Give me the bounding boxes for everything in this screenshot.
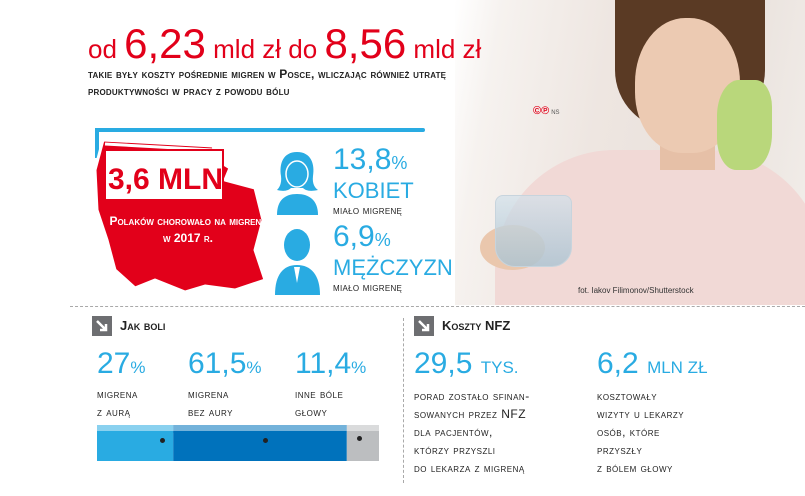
sick-text: Polaków chorowało na migrenę w 2017 r. [109, 214, 267, 245]
bar-segment-top-1 [97, 425, 174, 433]
stat-porady: 29,5 TYS. porad zostało sfinan- sowanych… [414, 347, 530, 477]
share-bar [97, 425, 379, 461]
bar-pointer-2 [263, 438, 268, 443]
photo-credit: fot. Iakov Filimonov/Shutterstock [578, 286, 694, 295]
bar-segment-3 [346, 431, 379, 461]
arrow-down-right-icon [92, 316, 112, 336]
copyright-mark: ©℗ NS [533, 105, 560, 117]
stat-line-2: z aurą [97, 405, 131, 419]
stat-line: z bólem głowy [597, 461, 673, 475]
headline: od 6,23 mld zł do 8,56 mld zł [88, 20, 481, 68]
sick-value: 3,6 MLN [108, 163, 224, 196]
stat-line: wizyty u lekarzy [597, 407, 685, 421]
stat-line: porad zostało sfinan- [414, 389, 530, 403]
stat-line-2: bez aury [188, 405, 233, 419]
women-sub: miało migrenę [333, 205, 403, 217]
stat-line-1: migrena [97, 387, 138, 401]
stat-unit: MLN ZŁ [647, 358, 708, 377]
top-divider-corner [95, 128, 99, 158]
men-pct-sign: % [374, 230, 391, 250]
stat-migrena-aura: 27% migrena z aurą [97, 347, 146, 421]
stat-line-1: migrena [188, 387, 229, 401]
subtitle: takie były koszty pośrednie migren w Pos… [88, 67, 447, 98]
stat-value: 6,2 [597, 347, 639, 380]
headline-to: do [288, 34, 318, 64]
headline-value-1: 6,23 [124, 20, 206, 67]
men-pct: 6,9 [333, 220, 375, 253]
stat-line: dla pacjentów, [414, 425, 493, 439]
stat-value: 11,4 [295, 347, 352, 380]
men-stat: 6,9% [333, 220, 391, 254]
poland-map-shape [95, 140, 267, 294]
women-stat: 13,8% [333, 143, 407, 177]
koszty-title: Koszty NFZ [442, 318, 511, 333]
bar-segment-1 [97, 431, 174, 461]
stat-line: przyszły [597, 443, 643, 457]
bar-segment-top-3 [346, 425, 379, 433]
headline-from: od [88, 34, 117, 64]
column-divider [403, 318, 405, 483]
headline-unit-2: mld zł [413, 34, 482, 64]
man-icon [275, 229, 320, 295]
top-divider [95, 128, 425, 132]
headline-value-2: 8,56 [324, 20, 407, 67]
bar-pointer-1 [160, 438, 165, 443]
stat-line: kosztowały [597, 389, 658, 403]
stat-wizyty: 6,2 MLN ZŁ kosztowały wizyty u lekarzy o… [597, 347, 708, 477]
bar-segment-2 [173, 431, 347, 461]
men-sub: miało migrenę [333, 282, 403, 294]
stat-value: 61,5 [188, 347, 247, 380]
photo-woman-headache [455, 0, 805, 305]
bar-segment-top-2 [173, 425, 347, 433]
photo-towel [717, 80, 772, 170]
women-pct-sign: % [391, 153, 408, 173]
headline-unit-1: mld zł [213, 34, 282, 64]
section-divider [70, 306, 805, 308]
women-label: KOBIET [333, 178, 414, 203]
stat-line: sowanych przez NFZ [414, 407, 527, 421]
stat-line: do lekarza z migreną [414, 461, 525, 475]
arrow-down-right-icon [414, 316, 434, 336]
men-label: MĘŻCZYZN [333, 255, 453, 280]
jak-boli-title: Jak boli [120, 318, 166, 333]
woman-icon [277, 152, 318, 215]
stat-line: osób, które [597, 425, 660, 439]
stat-unit: TYS. [480, 358, 519, 377]
stat-value: 27 [97, 347, 131, 380]
stat-line-1: inne bóle [295, 387, 344, 401]
copyright-symbols: ©℗ [533, 105, 550, 117]
copyright-ns: NS [551, 110, 560, 116]
stat-sign: % [130, 358, 146, 377]
women-pct: 13,8 [333, 143, 392, 176]
bar-pointer-3 [357, 436, 362, 441]
stat-line: którzy przyszli [414, 443, 496, 457]
photo-glass [495, 195, 572, 267]
stat-sign: % [351, 358, 367, 377]
stat-inne-bole: 11,4% inne bóle głowy [295, 347, 366, 421]
stat-line-2: głowy [295, 405, 328, 419]
stat-sign: % [246, 358, 262, 377]
stat-value: 29,5 [414, 347, 473, 380]
stat-migrena-bez-aury: 61,5% migrena bez aury [188, 347, 262, 421]
